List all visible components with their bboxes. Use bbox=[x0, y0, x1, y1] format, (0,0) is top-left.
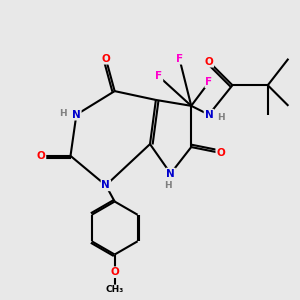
Text: O: O bbox=[110, 267, 119, 277]
Text: F: F bbox=[176, 54, 183, 64]
Text: O: O bbox=[216, 148, 225, 158]
Text: N: N bbox=[101, 180, 110, 190]
Text: O: O bbox=[205, 57, 213, 67]
Text: N: N bbox=[166, 169, 175, 178]
Text: N: N bbox=[205, 110, 213, 120]
Text: O: O bbox=[101, 54, 110, 64]
Text: N: N bbox=[72, 110, 81, 120]
Text: F: F bbox=[205, 77, 212, 87]
Text: F: F bbox=[155, 71, 162, 81]
Text: O: O bbox=[37, 151, 45, 161]
Text: H: H bbox=[218, 113, 225, 122]
Text: H: H bbox=[164, 182, 172, 190]
Text: CH₃: CH₃ bbox=[106, 285, 124, 294]
Text: H: H bbox=[59, 109, 67, 118]
